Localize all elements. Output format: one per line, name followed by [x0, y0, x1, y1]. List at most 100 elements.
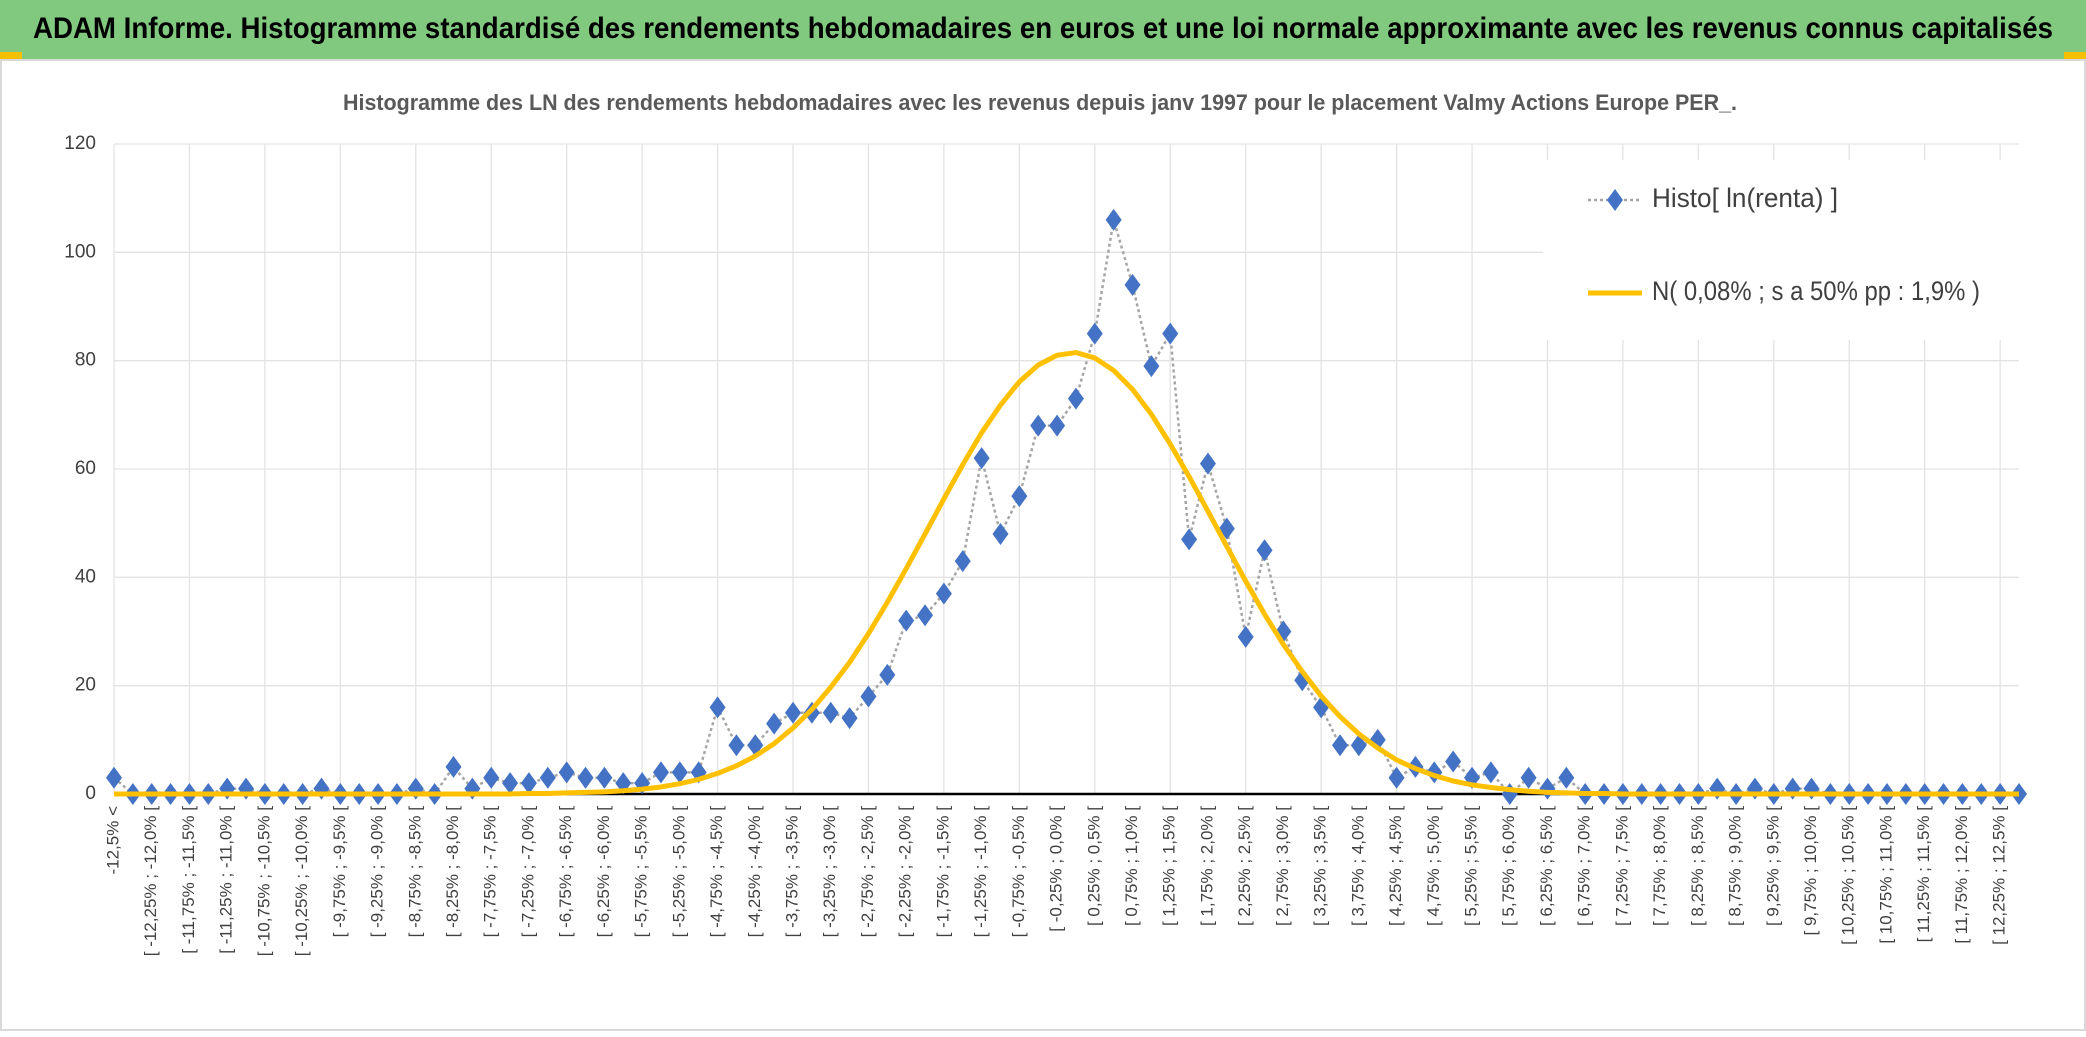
- x-tick-label: [ -11,75% ; -11,5% [: [179, 806, 198, 954]
- x-tick-label: [ -6,75% ; -6,5% [: [556, 806, 575, 938]
- data-point: [879, 663, 896, 686]
- x-tick-label: [ 6,25% ; 6,5% [: [1537, 806, 1556, 926]
- x-tick-label: [ 11,75% ; 12,0% [: [1952, 806, 1971, 944]
- x-tick-label: [ -6,25% ; -6,0% [: [594, 806, 613, 938]
- x-tick-label: [ 9,25% ; 9,5% [: [1763, 806, 1782, 926]
- normal-curve: [114, 350, 2019, 797]
- x-tick-label: [ -0,75% ; -0,5% [: [1009, 806, 1028, 938]
- x-tick-label: [ -5,25% ; -5,0% [: [669, 806, 688, 938]
- legend-swatch: [1607, 189, 1623, 211]
- chart-title: Histogramme des LN des rendements hebdom…: [343, 90, 1737, 115]
- y-tick-label: 0: [85, 783, 96, 804]
- legend-box: [1543, 160, 2019, 340]
- x-tick-label: [ 4,25% ; 4,5% [: [1386, 806, 1405, 926]
- data-point: [1086, 322, 1103, 345]
- data-point: [992, 523, 1009, 545]
- x-tick-label: [ -4,25% ; -4,0% [: [745, 806, 764, 938]
- x-tick-label: [ -5,75% ; -5,5% [: [632, 806, 651, 938]
- x-tick-label: [ -7,75% ; -7,5% [: [481, 806, 500, 938]
- x-tick-label: [ 3,75% ; 4,0% [: [1348, 806, 1367, 926]
- x-tick-label: [ 8,75% ; 9,0% [: [1726, 806, 1745, 926]
- data-point: [898, 609, 915, 632]
- x-tick-label: [ -1,25% ; -1,0% [: [971, 806, 990, 938]
- data-point: [709, 696, 726, 719]
- x-tick-label: [ 2,75% ; 3,0% [: [1273, 806, 1292, 926]
- data-point: [841, 707, 858, 730]
- data-point: [445, 755, 462, 778]
- data-point: [1049, 414, 1066, 437]
- data-point: [1181, 528, 1198, 551]
- data-point: [1256, 539, 1273, 562]
- data-point: [1520, 766, 1537, 789]
- data-point: [1445, 750, 1462, 773]
- x-tick-label: [ 12,25% ; 12,5% [: [1990, 806, 2009, 945]
- data-point: [1105, 208, 1122, 231]
- banner-title: ADAM Informe. Histogramme standardisé de…: [33, 12, 2053, 45]
- data-point: [728, 734, 745, 757]
- x-tick-label: [ 11,25% ; 11,5% [: [1914, 806, 1933, 943]
- data-point: [954, 550, 971, 573]
- x-tick-label: [ 10,75% ; 11,0% [: [1876, 806, 1895, 944]
- data-point: [860, 685, 877, 708]
- x-tick-label: [ 0,25% ; 0,5% [: [1084, 806, 1103, 926]
- x-tick-label: [ 5,25% ; 5,5% [: [1462, 806, 1481, 926]
- x-tick-label: [ -3,25% ; -3,0% [: [820, 806, 839, 938]
- data-point: [1124, 273, 1141, 296]
- y-tick-label: 60: [75, 458, 96, 479]
- y-tick-label: 40: [75, 566, 96, 587]
- data-point: [917, 604, 934, 627]
- data-point: [1558, 766, 1575, 789]
- data-point: [1388, 766, 1405, 789]
- y-tick-label: 120: [64, 133, 96, 154]
- x-tick-label: [ 6,75% ; 7,0% [: [1575, 806, 1594, 926]
- banner-accent: [2064, 52, 2086, 60]
- x-tick-label: [ -3,75% ; -3,5% [: [782, 806, 801, 938]
- data-point: [520, 772, 537, 795]
- data-point: [596, 766, 613, 789]
- x-tick-label: [ 3,25% ; 3,5% [: [1311, 806, 1330, 926]
- x-tick-label: [ -11,25% ; -11,0% [: [217, 806, 236, 954]
- data-point: [935, 582, 952, 605]
- x-tick-label: [ 2,25% ; 2,5% [: [1235, 806, 1254, 926]
- x-tick-label: [ 10,25% ; 10,5% [: [1839, 806, 1858, 945]
- x-tick-label: [ 1,75% ; 2,0% [: [1197, 806, 1216, 926]
- data-point: [1162, 322, 1179, 345]
- x-tick-label: [ -7,25% ; -7,0% [: [518, 806, 537, 938]
- x-tick-label: [ -2,25% ; -2,0% [: [896, 806, 915, 938]
- data-point: [1011, 485, 1028, 508]
- legend-label: Histo[ ln(renta) ]: [1652, 183, 1838, 213]
- x-tick-label: [ 4,75% ; 5,0% [: [1424, 806, 1443, 926]
- data-point: [1067, 387, 1084, 410]
- x-tick-label: [ 0,75% ; 1,0% [: [1122, 806, 1141, 926]
- x-tick-label: [ -1,75% ; -1,5% [: [933, 806, 952, 938]
- x-tick-label: [ 1,25% ; 1,5% [: [1160, 806, 1179, 926]
- data-point: [671, 761, 688, 784]
- data-point: [822, 701, 839, 724]
- y-tick-label: 100: [64, 241, 96, 262]
- y-tick-label: 80: [75, 350, 96, 371]
- data-point: [1030, 414, 1047, 437]
- x-tick-label: [ -0,25% ; 0,0% [: [1047, 806, 1066, 932]
- data-point: [577, 766, 594, 789]
- x-tick-label: [ 7,25% ; 7,5% [: [1612, 806, 1631, 926]
- data-point: [539, 766, 556, 789]
- data-point: [652, 761, 669, 784]
- x-tick-label: [ 5,75% ; 6,0% [: [1499, 806, 1518, 926]
- frame: [0, 59, 2086, 1031]
- x-tick-label: [ -4,75% ; -4,5% [: [707, 806, 726, 938]
- x-tick-label: [ -8,75% ; -8,5% [: [405, 806, 424, 938]
- x-tick-label: [ -8,25% ; -8,0% [: [443, 806, 462, 938]
- x-tick-label: [ 7,75% ; 8,0% [: [1650, 806, 1669, 926]
- data-point: [766, 712, 783, 735]
- x-tick-label: [ -10,75% ; -10,5% [: [254, 806, 273, 957]
- x-tick-label: [ -10,25% ; -10,0% [: [292, 806, 311, 957]
- y-tick-label: 20: [75, 675, 96, 696]
- data-point: [1237, 625, 1254, 648]
- x-tick-label: [ -12,25% ; -12,0% [: [141, 806, 160, 957]
- data-point: [502, 772, 519, 795]
- data-point: [558, 761, 575, 784]
- banner-accent: [0, 52, 22, 60]
- data-point: [785, 701, 802, 724]
- data-point: [1482, 761, 1499, 784]
